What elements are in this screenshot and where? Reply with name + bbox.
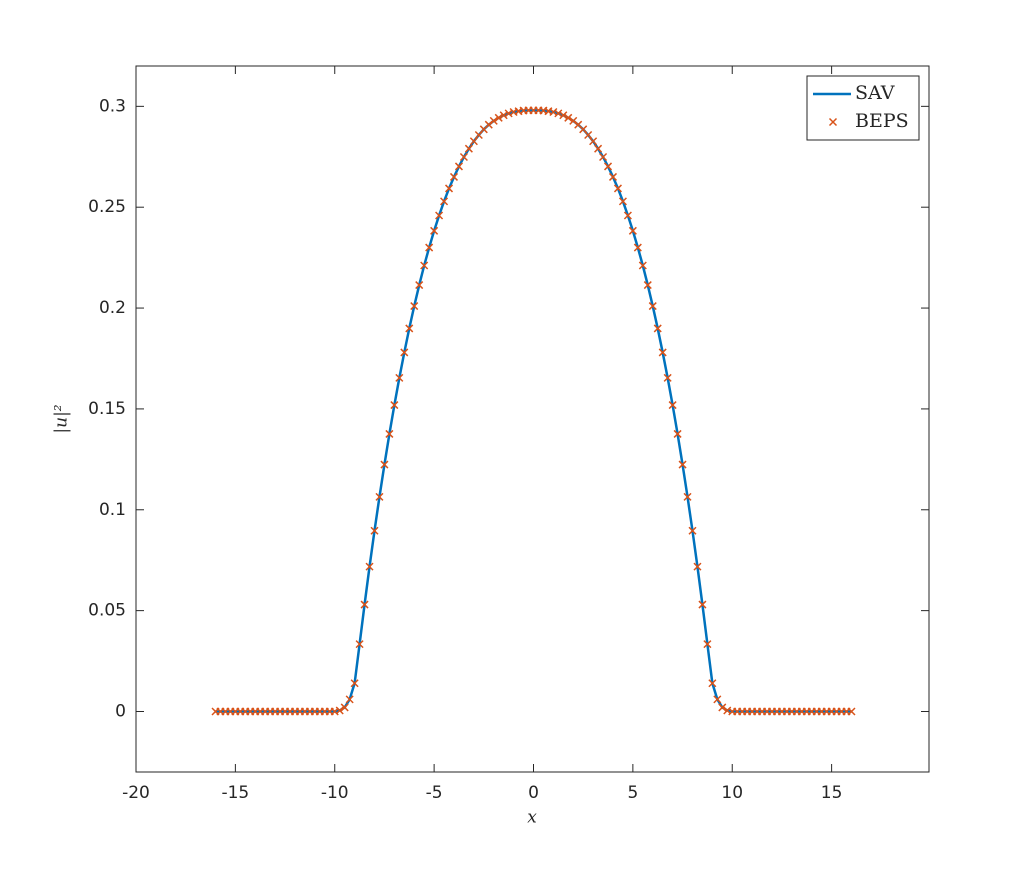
scatter-marker [395,373,404,382]
y-tick-label: 0 [115,701,126,721]
scatter-marker [355,640,364,649]
scatter-marker [360,600,369,609]
scatter-marker [370,526,379,535]
scatter-marker [375,492,384,501]
x-tick-label: -5 [426,783,443,803]
scatter-marker [365,562,374,571]
scatter-marker [618,197,627,206]
scatter-marker [549,107,558,117]
scatter-marker [345,695,354,704]
scatter-marker [554,109,563,118]
scatter-marker [405,324,414,333]
scatter-marker [410,302,419,311]
scatter-marker [653,324,662,333]
x-tick-label: 0 [528,783,539,803]
scatter-marker [415,281,424,290]
scatter-marker [608,172,618,181]
scatter-marker [628,226,637,235]
scatter-marker [440,197,449,206]
scatter-marker [335,706,344,715]
scatter-marker [633,243,642,252]
scatter-marker [340,703,349,712]
scatter-marker [688,526,697,535]
scatter-marker [708,679,717,688]
scatter-marker [499,111,508,120]
y-axis-label: |u|² [52,404,72,433]
x-tick-label: -10 [321,783,349,803]
scatter-marker [668,401,677,410]
scatter-marker [464,144,473,153]
scatter-marker [623,211,632,220]
scatter-marker [683,492,692,501]
scatter-marker [449,172,459,181]
scatter-marker [385,429,394,438]
scatter-marker [454,162,463,171]
scatter-marker [658,348,667,357]
scatter-marker [703,640,712,649]
scatter-marker [673,429,682,438]
y-tick-label: 0.2 [99,298,126,318]
scatter-marker [390,401,399,410]
scatter-marker [589,137,598,146]
scatter-marker [648,302,657,311]
scatter-marker [693,562,702,571]
scatter-marker [698,600,707,609]
scatter-marker [847,707,856,716]
x-tick-label: -15 [221,783,249,803]
x-axis-label: x [527,808,537,828]
scatter-marker [430,226,439,235]
scatter-marker [559,111,568,120]
x-tick-label: 10 [721,783,743,803]
scatter-marker [469,137,478,146]
legend-label: BEPS [855,110,909,132]
scatter-marker [420,261,429,270]
scatter-marker [494,113,503,122]
scatter-marker [584,130,593,140]
scatter-marker [678,460,687,469]
x-tick-label: 15 [821,783,843,803]
scatter-marker [663,373,672,382]
scatter-marker [569,116,578,125]
y-tick-label: 0.05 [88,601,126,621]
y-tick-label: 0.1 [99,500,126,520]
scatter-marker [504,109,513,118]
scatter-marker [643,281,652,290]
scatter-marker [713,695,722,704]
scatter-marker [638,261,647,270]
legend-label: SAV [855,82,895,104]
scatter-marker [718,703,727,712]
scatter-marker [564,113,573,122]
scatter-marker [613,184,622,193]
scatter-marker [435,211,444,220]
scatter-marker [380,460,389,469]
legend-marker [828,117,838,127]
y-tick-label: 0.25 [88,197,126,217]
scatter-marker [484,120,493,129]
scatter-marker [594,144,603,153]
y-tick-label: 0.15 [88,399,126,419]
y-tick-label: 0.3 [99,96,126,116]
scatter-marker [459,152,468,162]
scatter-marker [350,679,359,688]
scatter-marker [599,152,608,162]
plot-box [135,65,930,773]
scatter-marker [425,243,434,252]
x-tick-label: -20 [122,783,150,803]
scatter-marker [400,348,409,357]
scatter-marker [489,116,498,125]
scatter-marker [603,162,613,171]
scatter-marker [444,184,454,193]
x-tick-label: 5 [627,783,638,803]
legend-box [806,75,920,141]
